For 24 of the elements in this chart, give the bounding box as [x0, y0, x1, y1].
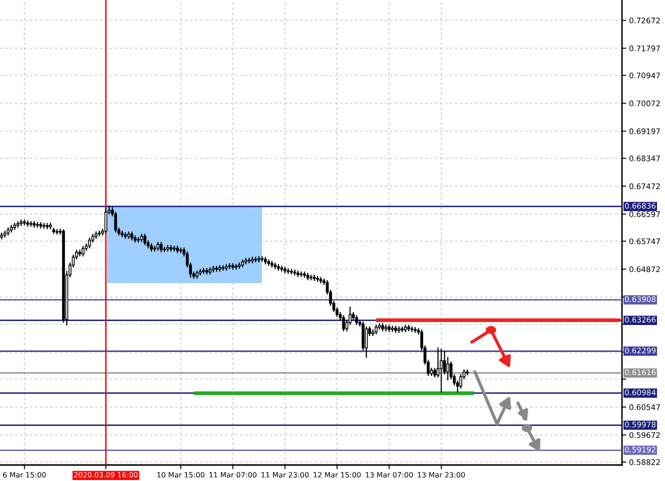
- candlestick: [300, 271, 303, 278]
- candlestick: [319, 276, 322, 284]
- candlestick: [88, 238, 91, 248]
- candlestick: [52, 228, 56, 234]
- candlestick: [39, 222, 42, 229]
- candlestick: [205, 268, 208, 275]
- candlestick: [166, 245, 170, 252]
- candlestick: [104, 207, 108, 234]
- candlestick: [414, 326, 417, 333]
- candlestick: [286, 268, 290, 274]
- candlestick: [172, 246, 176, 252]
- candlestick: [342, 315, 345, 332]
- candlestick: [82, 246, 84, 256]
- candlestick: [364, 326, 368, 358]
- candlestick: [46, 223, 49, 230]
- candlestick: [310, 274, 312, 280]
- candlestick: [293, 270, 296, 276]
- candlestick: [78, 250, 82, 256]
- candlestick: [198, 268, 202, 276]
- candlestick: [260, 256, 264, 262]
- candlestick: [446, 356, 450, 380]
- candlestick: [312, 274, 316, 281]
- candlestick: [179, 248, 182, 254]
- candlestick: [143, 234, 146, 246]
